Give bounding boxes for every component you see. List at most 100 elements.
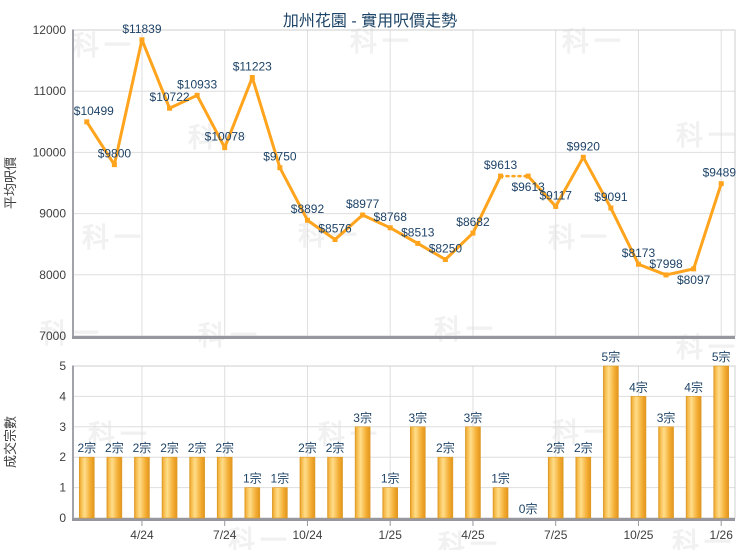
y-tick-label: 8000 [39, 268, 66, 282]
y-tick-label: 4 [59, 389, 66, 403]
data-point-marker [608, 205, 614, 211]
data-point-label: $8513 [401, 225, 435, 239]
data-point-marker [111, 162, 117, 168]
bar-value-label: 2宗 [215, 440, 234, 455]
data-point-marker [718, 181, 724, 187]
data-point-label: $9800 [98, 147, 132, 161]
transaction-bar [272, 487, 288, 519]
watermark-text: 科一 [40, 312, 104, 351]
x-tick-label: 7/24 [213, 528, 237, 542]
price-line-segment [636, 262, 668, 277]
watermark-text: 科一 [88, 420, 152, 451]
data-point-label: $8097 [677, 273, 711, 287]
watermark-text: 科一 [562, 27, 626, 58]
price-line-segment [443, 231, 475, 261]
transaction-bar [299, 456, 316, 519]
price-line-segment [223, 76, 254, 150]
price-line-segment [333, 213, 365, 242]
data-point-label: $10722 [150, 90, 190, 104]
transaction-bar [492, 487, 509, 519]
data-point-marker [415, 240, 421, 246]
watermark-text: 科一 [188, 116, 252, 155]
bar-value-label: 5宗 [602, 349, 621, 364]
data-point-label: $9920 [567, 139, 601, 153]
transaction-bar [216, 456, 233, 519]
price-line-segment [195, 93, 227, 150]
data-point-label: $8576 [318, 222, 352, 236]
data-point-marker [304, 217, 310, 223]
y-tick-label: 12000 [33, 23, 67, 37]
bar-value-label: 2宗 [326, 440, 345, 455]
watermark-text: 科一 [676, 121, 740, 152]
transaction-bar [685, 396, 702, 519]
data-point-marker [139, 37, 145, 43]
transaction-bar [603, 365, 619, 519]
y-axis-title: 成交宗數 [3, 416, 18, 468]
bar-value-label: 2宗 [133, 440, 152, 455]
price-line-segment [250, 76, 282, 170]
data-point-label: $9613 [484, 158, 518, 172]
x-tick-label: 4/24 [130, 528, 154, 542]
transaction-bar [244, 487, 261, 519]
data-point-label: $8892 [291, 202, 325, 216]
data-point-marker [360, 212, 366, 218]
bar-value-label: 4宗 [684, 379, 703, 394]
data-point-label: $8768 [374, 210, 408, 224]
price-line-segment [554, 155, 585, 208]
transaction-bar [327, 456, 343, 519]
data-point-label: $8250 [429, 242, 463, 256]
y-tick-label: 2 [59, 450, 66, 464]
price-line-segment [361, 213, 392, 230]
transaction-bar [547, 456, 564, 519]
bar-value-label: 2宗 [77, 440, 96, 455]
transaction-bar [134, 456, 150, 519]
chart-title: 加州花園 - 實用呎價走勢 [282, 13, 458, 30]
data-point-marker [470, 230, 476, 236]
data-point-label: $9117 [539, 188, 572, 202]
price-line-segment [609, 206, 640, 266]
bar-value-label: 2宗 [188, 440, 207, 455]
transaction-bar [437, 456, 454, 519]
bar-value-label: 2宗 [298, 440, 317, 455]
data-point-label: $9489 [703, 166, 737, 180]
transaction-bar [658, 426, 674, 519]
y-tick-label: 10000 [33, 145, 67, 159]
bar-value-label: 2宗 [574, 440, 593, 455]
data-point-marker [84, 119, 90, 125]
data-point-label: $8173 [622, 246, 656, 260]
data-point-marker [580, 154, 586, 160]
data-point-marker [635, 261, 641, 267]
watermark-text: 科一 [438, 530, 502, 550]
data-point-marker [387, 225, 393, 231]
watermark-text: 科一 [72, 31, 136, 62]
data-point-label: $9750 [263, 150, 297, 164]
data-point-marker [194, 92, 200, 98]
price-line-segment [526, 174, 558, 208]
transaction-bar [630, 396, 647, 519]
price-line-segment [388, 226, 420, 245]
data-point-marker [249, 75, 255, 81]
x-tick-label: 10/24 [292, 528, 322, 542]
watermark-text: 科一 [434, 315, 498, 346]
data-point-marker [691, 266, 697, 272]
bar-value-label: 0宗 [519, 501, 538, 516]
bar-value-label: 3宗 [353, 410, 372, 425]
data-point-label: $10078 [205, 130, 245, 144]
y-tick-label: 7000 [39, 329, 66, 343]
data-point-marker [222, 145, 228, 151]
bar-value-label: 2宗 [546, 440, 565, 455]
bar-value-label: 1宗 [491, 471, 510, 486]
watermark-text: 科一 [552, 418, 616, 449]
bar-value-label: 2宗 [160, 440, 179, 455]
watermark-text: 科一 [672, 528, 736, 550]
data-point-marker [525, 173, 531, 179]
bar-value-label: 2宗 [105, 440, 124, 455]
x-tick-label: 10/25 [623, 528, 653, 542]
watermark-text: 科一 [548, 223, 612, 254]
bar-value-label: 3宗 [657, 410, 676, 425]
watermark-text: 科一 [82, 223, 146, 254]
price-line-segment [305, 218, 337, 242]
transaction-bar [161, 456, 178, 519]
